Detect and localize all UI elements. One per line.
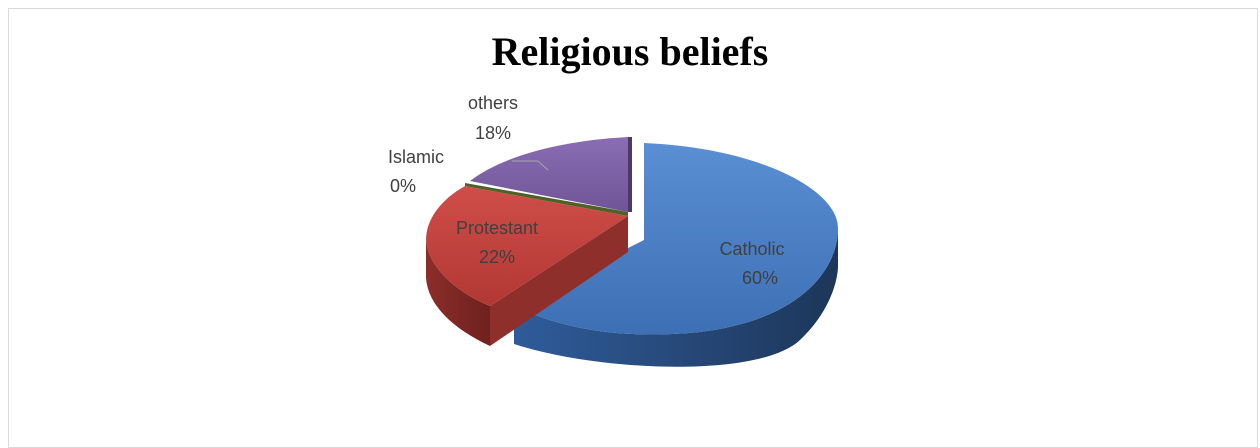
label-catholic-name: Catholic <box>719 239 784 259</box>
label-catholic-value: 60% <box>742 268 778 288</box>
pie-chart: Catholic 60% Protestant 22% Islamic 0% o… <box>388 93 838 367</box>
label-others-name: others <box>468 93 518 113</box>
label-islamic-value: 0% <box>390 176 416 196</box>
label-protestant-value: 22% <box>479 247 515 267</box>
chart-title: Religious beliefs <box>491 29 769 74</box>
label-others-value: 18% <box>475 123 511 143</box>
label-islamic-name: Islamic <box>388 147 444 167</box>
slice-islamic <box>465 183 628 216</box>
slice-others-top <box>470 137 628 212</box>
slice-protestant <box>426 186 628 346</box>
label-protestant-name: Protestant <box>456 218 538 238</box>
slice-protestant-top <box>426 186 628 306</box>
slice-protestant-side <box>426 240 490 346</box>
slice-others <box>470 137 632 212</box>
slice-others-side <box>628 137 632 212</box>
slice-protestant-side-inner <box>490 216 628 346</box>
slice-catholic-top <box>514 143 838 335</box>
slice-catholic <box>514 143 838 367</box>
slice-catholic-side <box>514 228 838 367</box>
chart-area <box>8 8 1258 448</box>
leader-line-others-2 <box>537 160 549 171</box>
